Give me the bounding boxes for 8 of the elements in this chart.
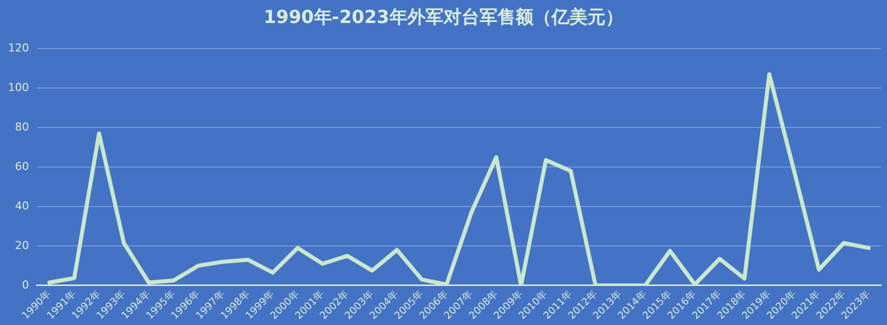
y-tick-label: 100: [8, 80, 29, 94]
y-tick-label: 80: [14, 120, 29, 134]
y-tick-label: 60: [14, 160, 29, 173]
chart-title: 1990年-2023年外军对台军售额（亿美元）: [262, 6, 624, 30]
y-tick-label: 20: [14, 238, 29, 252]
y-tick-label: 120: [8, 41, 29, 54]
y-tick-label: 40: [14, 199, 29, 212]
y-tick-label: 0: [22, 278, 29, 292]
